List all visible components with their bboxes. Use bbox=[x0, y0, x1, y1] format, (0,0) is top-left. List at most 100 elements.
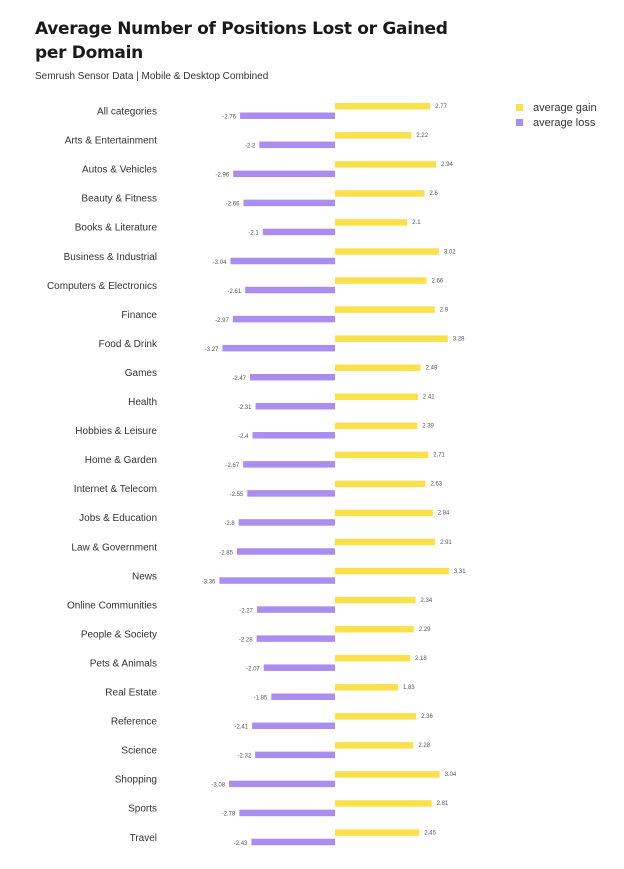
category-label: Books & Literature bbox=[75, 223, 158, 234]
category-label: Online Communities bbox=[67, 600, 157, 611]
loss-bar bbox=[233, 170, 335, 178]
gain-value-label: 2.1 bbox=[412, 220, 421, 226]
gain-bar bbox=[335, 654, 410, 662]
gain-value-label: 3.02 bbox=[444, 249, 456, 255]
loss-bar bbox=[271, 693, 335, 700]
category-label: Computers & Electronics bbox=[47, 281, 157, 292]
gain-bar bbox=[335, 800, 432, 807]
category-label: Jobs & Education bbox=[79, 513, 157, 524]
loss-value-label: -2.2 bbox=[245, 144, 256, 150]
loss-value-label: -2.43 bbox=[234, 841, 248, 847]
category-label: Business & Industrial bbox=[64, 252, 157, 263]
loss-value-label: -2.31 bbox=[238, 405, 252, 411]
gain-bar bbox=[335, 451, 429, 459]
loss-value-label: -1.85 bbox=[254, 696, 268, 702]
category-label: All categories bbox=[97, 107, 157, 118]
gain-bar bbox=[335, 742, 414, 749]
loss-value-label: -2.66 bbox=[226, 202, 240, 208]
gain-bar bbox=[335, 161, 437, 168]
gain-value-label: 2.49 bbox=[426, 365, 438, 371]
loss-value-label: -2.76 bbox=[222, 115, 236, 121]
category-label: Real Estate bbox=[105, 688, 157, 699]
loss-bar bbox=[251, 838, 335, 846]
loss-value-label: -2.32 bbox=[238, 754, 252, 760]
loss-bar bbox=[219, 577, 335, 584]
legend-item-loss: average loss bbox=[516, 115, 597, 130]
loss-value-label: -2.28 bbox=[239, 637, 253, 643]
loss-value-label: -2.78 bbox=[222, 812, 236, 818]
gain-value-label: 2.22 bbox=[416, 133, 428, 139]
legend-label-loss: average loss bbox=[533, 116, 596, 129]
gain-bar bbox=[335, 393, 418, 400]
category-label: Arts & Entertainment bbox=[65, 136, 157, 147]
loss-bar bbox=[250, 373, 335, 381]
gain-value-label: 2.6 bbox=[429, 191, 438, 197]
category-label: Sports bbox=[128, 804, 157, 815]
loss-value-label: -2.8 bbox=[224, 521, 235, 527]
gain-bar bbox=[335, 103, 431, 110]
gain-value-label: 2.81 bbox=[437, 801, 449, 807]
gain-bar bbox=[335, 364, 421, 371]
category-label: News bbox=[132, 571, 157, 582]
gain-bar bbox=[335, 335, 448, 342]
gain-value-label: 2.28 bbox=[418, 743, 430, 749]
gain-bar bbox=[335, 596, 416, 604]
gain-bar bbox=[335, 277, 427, 284]
gain-value-label: 2.66 bbox=[432, 278, 444, 284]
chart-subtitle: Semrush Sensor Data | Mobile & Desktop C… bbox=[35, 71, 269, 82]
loss-bar bbox=[255, 751, 335, 759]
loss-bar bbox=[245, 286, 335, 294]
chart-legend: average gain average loss bbox=[516, 100, 597, 130]
loss-bar bbox=[232, 315, 335, 323]
loss-bar bbox=[238, 519, 335, 526]
gain-value-label: 2.34 bbox=[420, 598, 432, 604]
loss-value-label: -3.36 bbox=[202, 579, 216, 585]
gain-value-label: 2.9 bbox=[440, 307, 449, 313]
loss-bar bbox=[259, 141, 335, 149]
gain-value-label: 2.94 bbox=[441, 162, 453, 168]
gain-bar bbox=[335, 480, 426, 488]
gain-bar bbox=[335, 713, 417, 720]
gain-value-label: 3.28 bbox=[453, 336, 465, 342]
gain-bar bbox=[335, 306, 435, 313]
loss-value-label: -2.07 bbox=[246, 666, 260, 672]
gain-value-label: 2.71 bbox=[433, 453, 445, 459]
loss-bar bbox=[243, 461, 335, 468]
loss-bar bbox=[256, 606, 335, 613]
loss-value-label: -3.04 bbox=[213, 260, 227, 266]
category-label: Health bbox=[128, 397, 157, 408]
category-label: Pets & Animals bbox=[90, 658, 157, 669]
category-label: Beauty & Fitness bbox=[81, 194, 157, 205]
gain-bar bbox=[335, 219, 408, 226]
loss-value-label: -2.27 bbox=[239, 608, 253, 614]
loss-value-label: -2.67 bbox=[225, 463, 239, 469]
gain-bar bbox=[335, 509, 433, 517]
category-label: Games bbox=[125, 368, 157, 379]
gain-value-label: 2.91 bbox=[440, 540, 452, 546]
category-label: Travel bbox=[130, 833, 157, 844]
loss-bar bbox=[222, 344, 335, 352]
loss-bar bbox=[240, 112, 335, 119]
category-label: Science bbox=[121, 746, 157, 757]
category-label: Reference bbox=[111, 717, 158, 728]
gain-bar bbox=[335, 771, 440, 778]
loss-value-label: -2.85 bbox=[219, 550, 233, 556]
loss-bar bbox=[263, 664, 335, 671]
loss-bar bbox=[229, 780, 335, 788]
gain-bar bbox=[335, 190, 425, 197]
legend-label-gain: average gain bbox=[533, 101, 597, 114]
loss-bar bbox=[255, 403, 335, 410]
loss-bar bbox=[239, 809, 335, 817]
legend-swatch-loss bbox=[516, 119, 523, 126]
loss-bar bbox=[243, 199, 335, 207]
loss-value-label: -3.08 bbox=[211, 783, 225, 789]
gain-bar bbox=[335, 625, 414, 633]
gain-bar bbox=[335, 567, 449, 575]
loss-bar bbox=[236, 548, 335, 555]
loss-bar bbox=[230, 257, 335, 265]
gain-value-label: 2.63 bbox=[430, 482, 442, 488]
gain-value-label: 2.36 bbox=[421, 714, 433, 720]
category-label: Autos & Vehicles bbox=[82, 165, 157, 176]
gain-bar bbox=[335, 422, 418, 430]
